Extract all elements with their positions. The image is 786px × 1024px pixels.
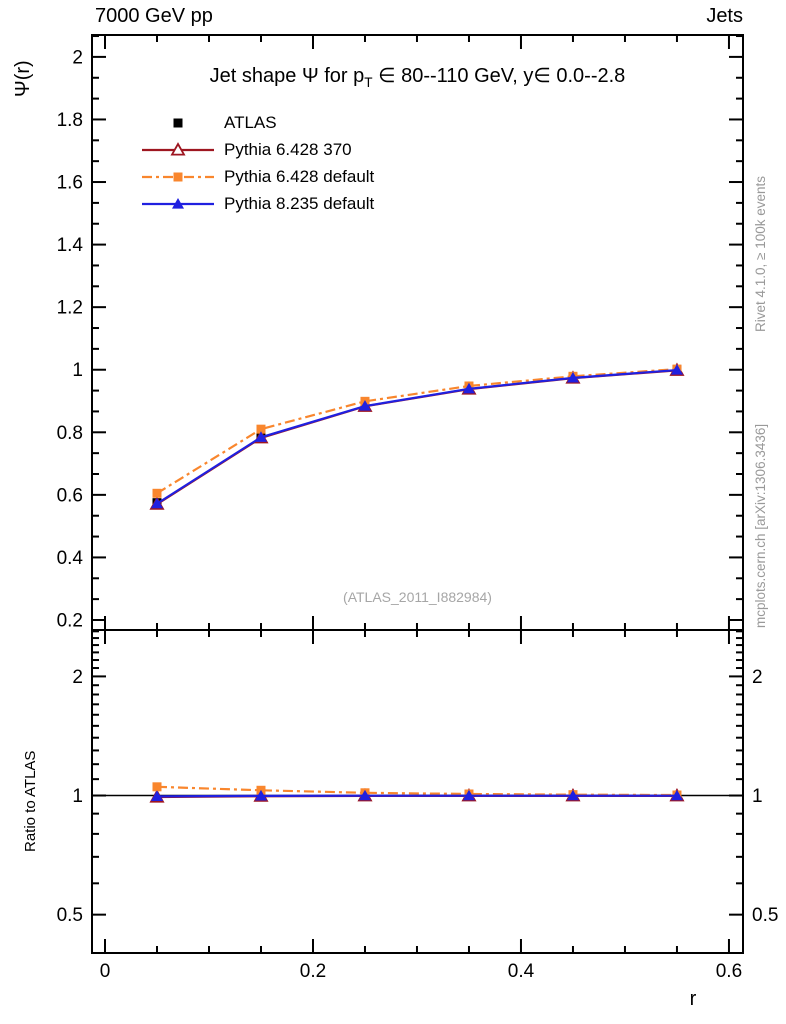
data-point-marker	[254, 789, 267, 801]
legend-marker	[172, 197, 184, 209]
y-tick-label: 1	[72, 786, 83, 807]
y-tick-label: 1	[72, 360, 83, 381]
data-point-marker	[462, 789, 475, 801]
legend: ATLAS Pythia 6.428 370 Pythia 6.428 defaul…	[140, 109, 374, 217]
y-tick-label: 0.5	[752, 905, 778, 926]
series-line	[156, 368, 678, 505]
data-point-marker	[358, 789, 371, 801]
plot-title-subscript: T	[364, 75, 373, 90]
y-tick-label: 0.2	[57, 610, 83, 631]
series-line	[156, 794, 677, 798]
legend-label: ATLAS	[224, 112, 277, 132]
legend-marker-icon	[173, 118, 183, 127]
y-tick-label: 0.8	[57, 423, 83, 444]
x-tick-label: 0.6	[716, 961, 742, 982]
analysis-group-label: Jets	[706, 5, 743, 27]
mcplots-credit-label: mcplots.cern.ch [arXiv:1306.3436]	[753, 423, 768, 628]
legend-entry: Pythia 8.235 default	[140, 190, 374, 217]
x-tick-label: 0	[100, 961, 111, 982]
x-tick-label: 0.4	[508, 961, 535, 982]
data-point-marker	[566, 789, 579, 801]
data-point-marker	[150, 497, 163, 509]
plot-title: Jet shape Ψ for pT ∈ 80--110 GeV, y∈ 0.0…	[92, 63, 743, 90]
data-point-marker	[566, 371, 579, 383]
legend-entry: ATLAS	[140, 109, 374, 136]
rivet-version-label: Rivet 4.1.0, ≥ 100k events	[753, 176, 768, 332]
legend-marker	[173, 118, 183, 127]
data-point-marker	[152, 488, 162, 498]
y-tick-label: 2	[72, 667, 83, 688]
data-point-marker	[670, 789, 683, 801]
legend-marker	[173, 172, 183, 181]
beam-energy-label: 7000 GeV pp	[95, 5, 213, 27]
legend-entry: Pythia 6.428 370	[140, 136, 374, 163]
y-tick-label: 0.4	[57, 548, 84, 569]
series-line	[156, 368, 678, 495]
legend-marker-icon	[142, 172, 214, 181]
data-point-marker	[150, 790, 163, 801]
series-line	[156, 369, 678, 506]
ratio-y-axis-title: Ratio to ATLAS	[22, 750, 39, 852]
data-point-marker	[152, 782, 162, 792]
main-y-axis-title: Ψ(r)	[12, 60, 34, 97]
x-tick-label: 0.2	[300, 961, 326, 982]
series-line	[156, 785, 677, 797]
data-point-marker	[358, 400, 371, 411]
analysis-id-watermark: (ATLAS_2011_I882984)	[343, 589, 492, 605]
y-tick-label: 1	[752, 786, 763, 807]
legend-label: Pythia 6.428 370	[224, 139, 352, 159]
y-tick-label: 1.8	[57, 110, 83, 131]
legend-marker-icon	[142, 141, 214, 155]
data-point-marker	[256, 424, 266, 434]
data-point-marker	[254, 431, 267, 442]
legend-marker	[170, 141, 186, 155]
y-tick-label: 2	[752, 667, 763, 688]
y-tick-label: 2	[72, 47, 83, 68]
y-tick-label: 1.4	[57, 235, 84, 256]
x-axis-title: r	[689, 988, 697, 1010]
data-point-marker	[670, 364, 683, 375]
legend-label: Pythia 8.235 default	[224, 193, 375, 213]
ratio-frame	[91, 629, 744, 954]
plot-title-post: ∈ 80--110 GeV, y∈ 0.0--2.8	[372, 65, 626, 87]
legend-label: Pythia 6.428 default	[224, 166, 375, 186]
legend-marker-icon	[142, 197, 214, 209]
data-point-marker	[462, 382, 475, 394]
y-tick-label: 1.6	[57, 173, 83, 194]
y-tick-label: 0.6	[57, 485, 83, 506]
y-tick-label: 1.2	[57, 298, 83, 319]
plot-title-pre: Jet shape Ψ for p	[209, 65, 365, 87]
legend-entry: Pythia 6.428 default	[140, 163, 374, 190]
y-tick-label: 0.5	[57, 905, 83, 926]
